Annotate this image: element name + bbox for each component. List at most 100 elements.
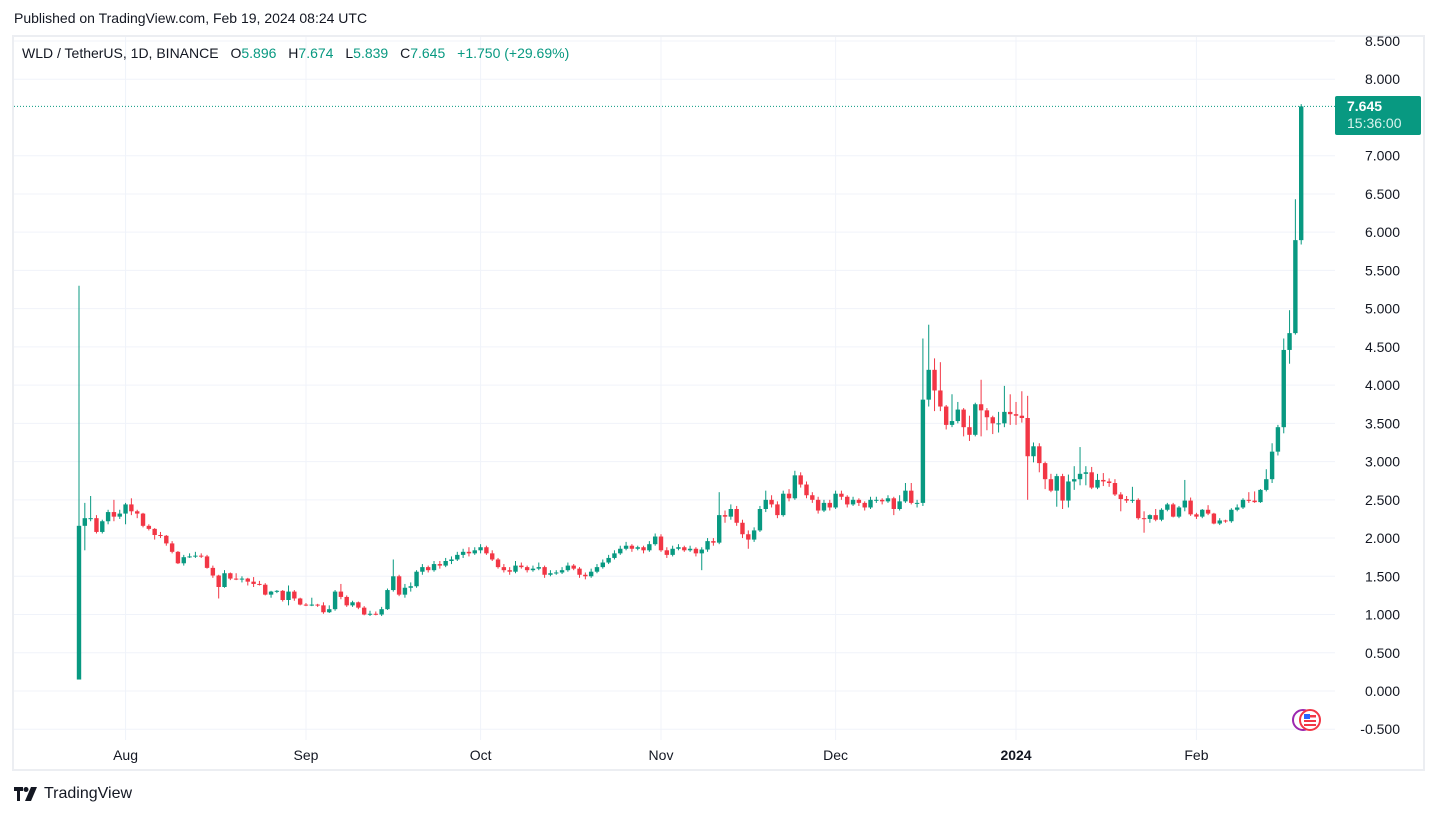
candle[interactable] (600, 559, 605, 569)
candle[interactable] (385, 588, 390, 610)
candle[interactable] (140, 512, 146, 528)
candle[interactable] (815, 496, 821, 514)
candle[interactable] (821, 499, 827, 513)
candle[interactable] (1211, 512, 1217, 525)
candle[interactable] (519, 562, 524, 569)
candle[interactable] (187, 553, 192, 558)
candle[interactable] (1083, 466, 1089, 486)
candle[interactable] (786, 489, 792, 502)
candle[interactable] (926, 324, 931, 407)
candle[interactable] (949, 394, 955, 428)
candle[interactable] (781, 490, 786, 517)
candle[interactable] (1106, 478, 1112, 487)
candle[interactable] (437, 561, 443, 569)
candle[interactable] (443, 557, 448, 568)
candle[interactable] (350, 600, 355, 607)
candle[interactable] (414, 570, 419, 588)
candle[interactable] (1124, 496, 1129, 503)
candle[interactable] (1205, 505, 1211, 516)
candle[interactable] (379, 606, 384, 617)
candle[interactable] (874, 496, 879, 503)
candle[interactable] (1130, 486, 1135, 503)
candle[interactable] (1095, 473, 1100, 490)
candle[interactable] (973, 402, 978, 437)
candle[interactable] (635, 545, 640, 551)
candle[interactable] (891, 496, 896, 516)
candle[interactable] (932, 358, 937, 412)
candle[interactable] (594, 564, 600, 574)
candle[interactable] (1153, 509, 1158, 522)
candle[interactable] (408, 582, 413, 592)
candle[interactable] (478, 544, 483, 554)
candle[interactable] (146, 524, 152, 531)
candle[interactable] (1118, 492, 1123, 512)
candle[interactable] (367, 610, 373, 617)
candle[interactable] (135, 509, 140, 519)
candle[interactable] (1141, 511, 1147, 533)
candle[interactable] (332, 590, 338, 611)
candle[interactable] (652, 533, 658, 546)
candle[interactable] (1008, 394, 1013, 425)
candle[interactable] (612, 550, 617, 560)
candle[interactable] (629, 544, 635, 552)
candle[interactable] (361, 606, 367, 616)
candle[interactable] (193, 551, 198, 558)
candle[interactable] (268, 590, 274, 598)
candle[interactable] (810, 492, 815, 503)
candle[interactable] (751, 527, 757, 542)
candle[interactable] (356, 601, 361, 610)
candle[interactable] (530, 565, 536, 572)
candle[interactable] (938, 362, 943, 412)
candle[interactable] (670, 545, 675, 557)
candle[interactable] (914, 499, 920, 508)
candle[interactable] (82, 502, 88, 551)
candle[interactable] (152, 528, 157, 540)
candle[interactable] (164, 535, 169, 546)
candle[interactable] (297, 597, 303, 606)
candle[interactable] (943, 405, 949, 430)
candle[interactable] (1112, 479, 1118, 497)
candle[interactable] (967, 415, 972, 441)
candle[interactable] (373, 611, 379, 616)
candle[interactable] (996, 411, 1001, 433)
candle[interactable] (769, 495, 774, 508)
candle[interactable] (1182, 479, 1187, 512)
candle[interactable] (676, 544, 681, 551)
candle[interactable] (1246, 492, 1252, 503)
candle[interactable] (210, 565, 216, 578)
candle[interactable] (763, 490, 768, 513)
candle[interactable] (111, 499, 117, 522)
candle[interactable] (565, 562, 571, 572)
candle[interactable] (862, 501, 867, 511)
candle[interactable] (1170, 502, 1176, 518)
candle[interactable] (658, 534, 664, 552)
candle[interactable] (734, 505, 739, 526)
candle[interactable] (588, 568, 594, 578)
candle[interactable] (577, 567, 582, 578)
candle[interactable] (641, 545, 646, 554)
candle[interactable] (1025, 395, 1030, 500)
candle[interactable] (1077, 447, 1083, 486)
candle[interactable] (1194, 512, 1199, 519)
candle[interactable] (1275, 424, 1281, 456)
candle[interactable] (1159, 508, 1164, 522)
candle[interactable] (1089, 466, 1094, 490)
symbol-info[interactable]: WLD / TetherUS, 1D, BINANCE (22, 45, 219, 61)
candle[interactable] (315, 603, 320, 607)
candle[interactable] (845, 495, 850, 508)
candle[interactable] (1019, 391, 1025, 423)
candle[interactable] (856, 498, 862, 506)
candle[interactable] (792, 470, 798, 500)
candle[interactable] (1223, 519, 1228, 523)
candle[interactable] (100, 519, 105, 534)
candle[interactable] (426, 565, 431, 573)
candle[interactable] (984, 408, 990, 431)
candle[interactable] (1101, 473, 1106, 487)
candle[interactable] (746, 530, 751, 549)
candle[interactable] (233, 573, 239, 581)
candle[interactable] (1234, 504, 1240, 512)
candle[interactable] (1165, 502, 1170, 512)
candle[interactable] (1264, 469, 1269, 492)
candle[interactable] (682, 545, 687, 552)
candle[interactable] (117, 509, 122, 519)
